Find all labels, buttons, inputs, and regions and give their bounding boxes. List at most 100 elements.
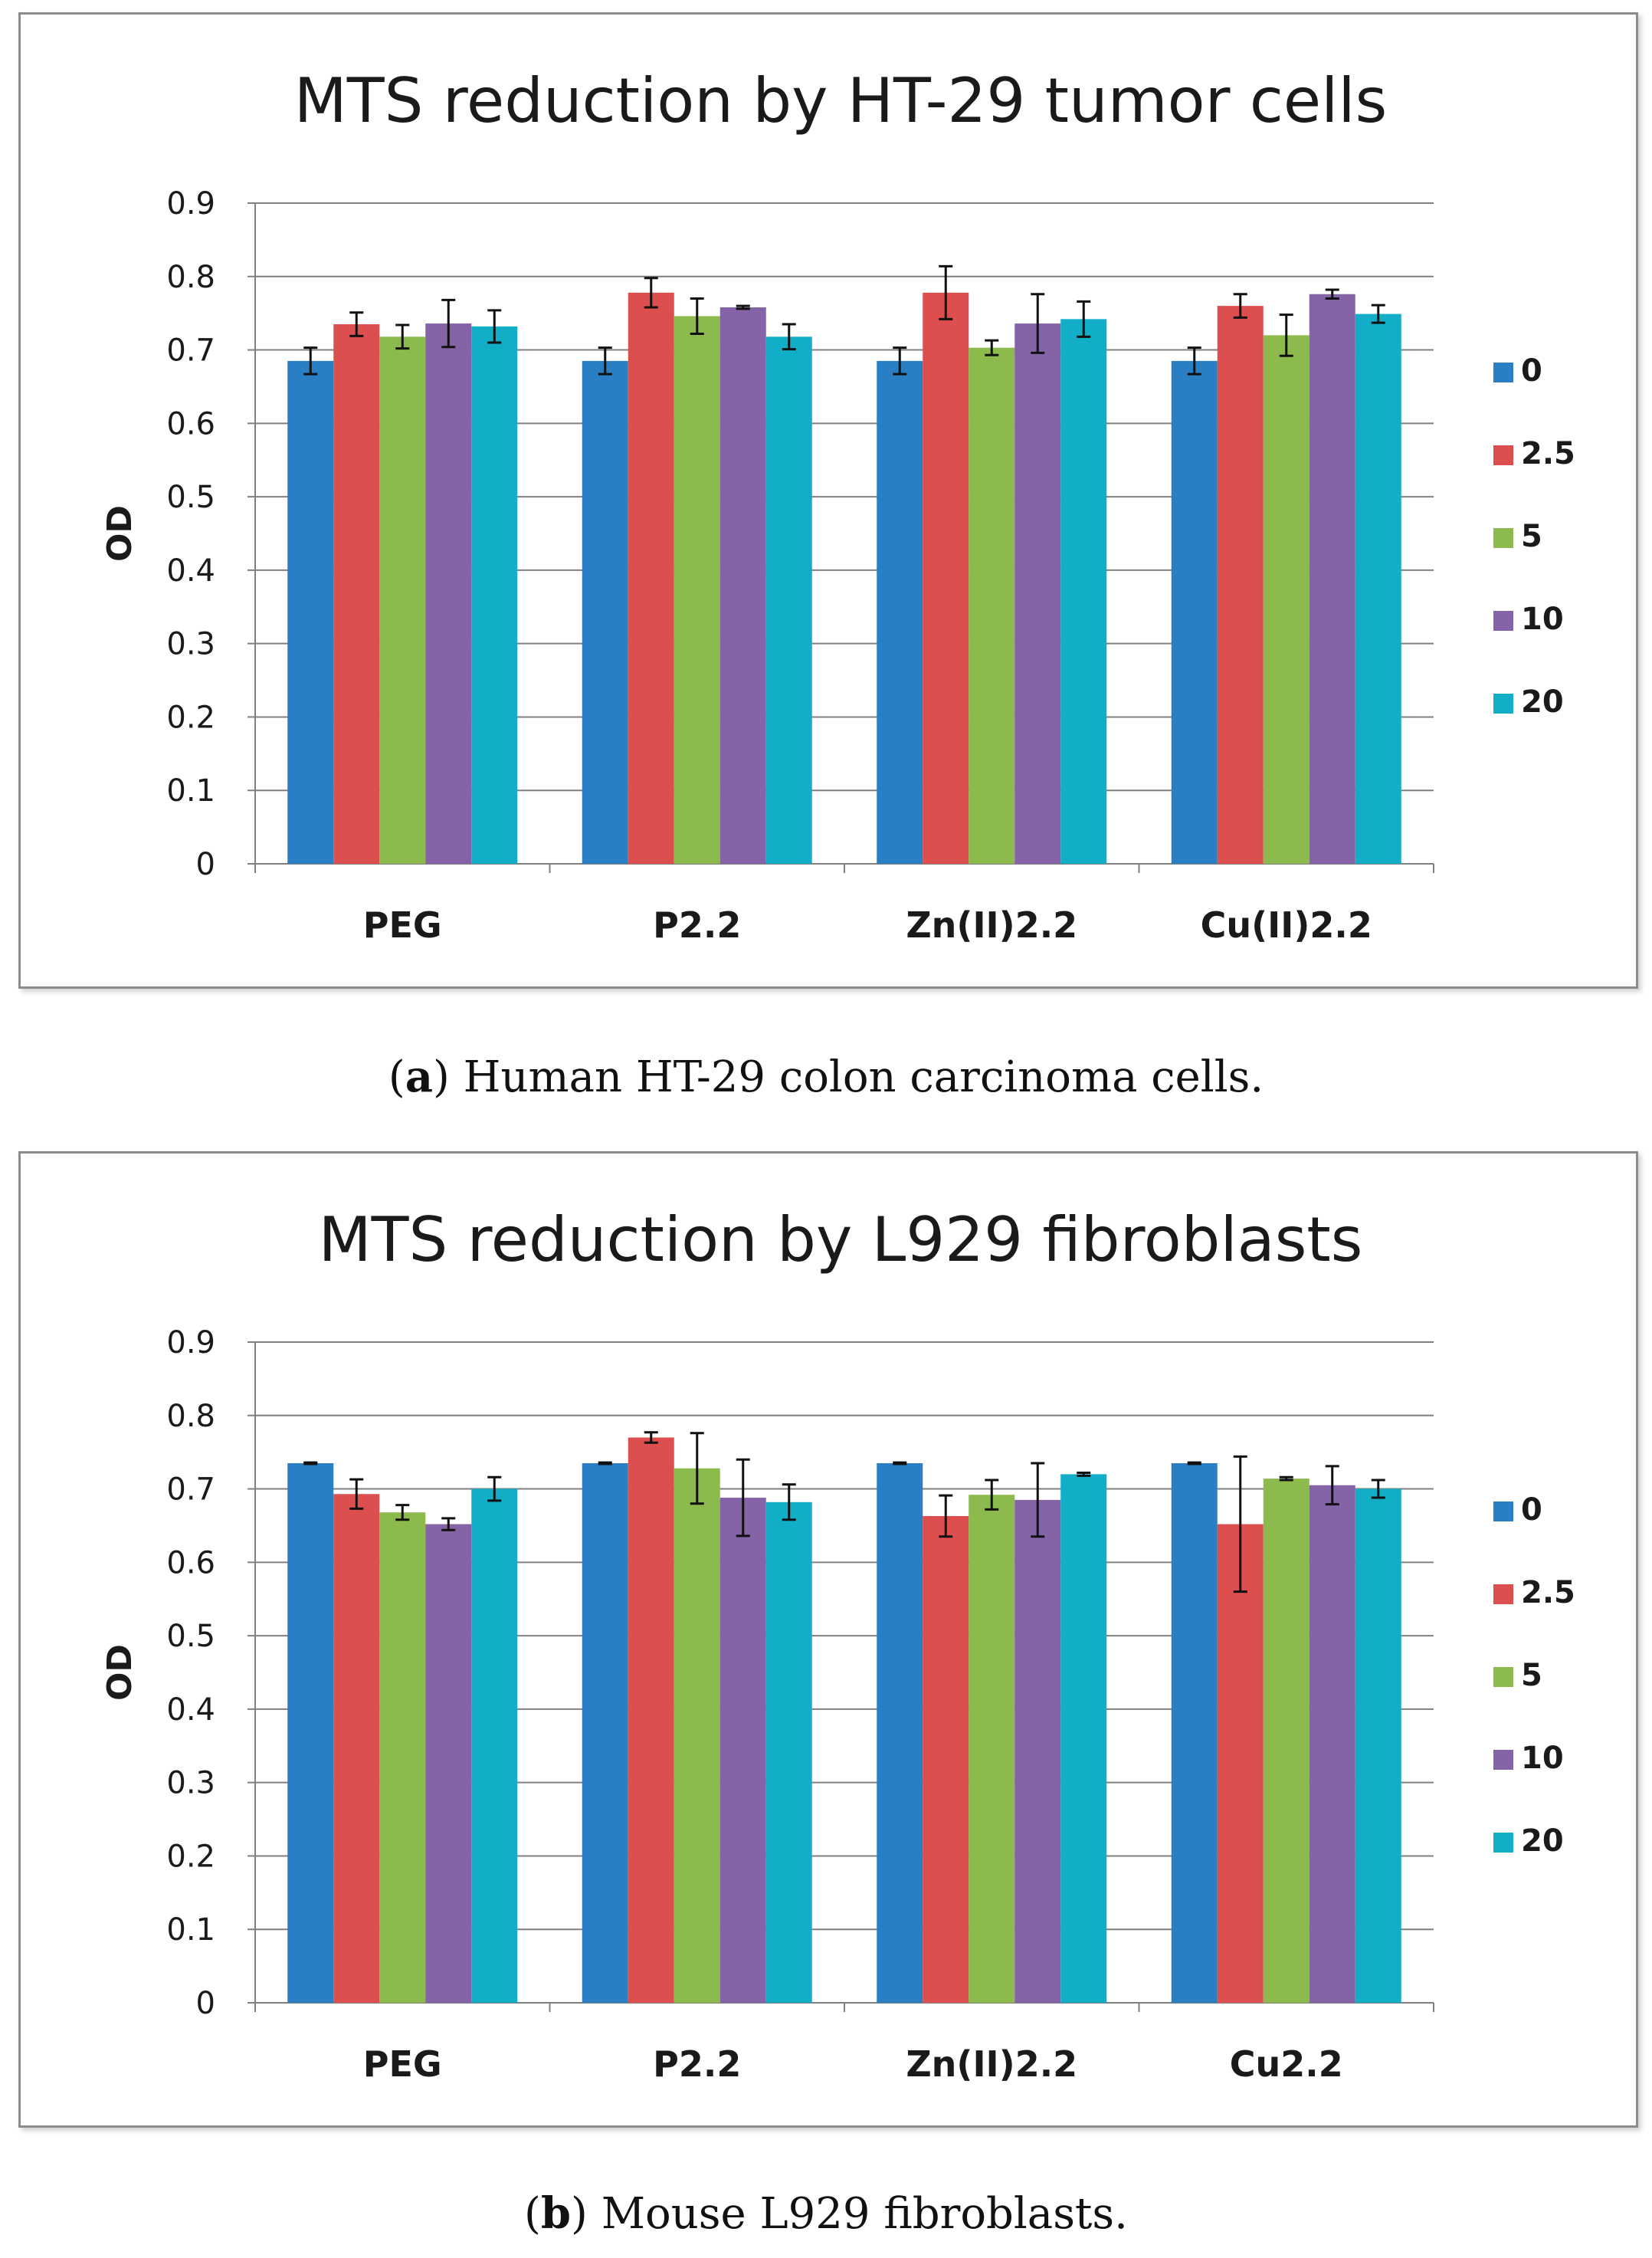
legend-label-5: 5: [1521, 1658, 1542, 1693]
bar-0-Cu(II)2.2: [1171, 360, 1218, 864]
x-category-label: PEG: [363, 904, 442, 946]
bar-20-P2.2: [765, 336, 812, 864]
bar-10-Zn(II)2.2: [1014, 323, 1061, 864]
legend-swatch-20: [1493, 1833, 1513, 1853]
y-tick-label: 0.8: [166, 1399, 215, 1434]
y-tick-label: 0.6: [166, 1545, 215, 1580]
bar-2.5-Zn(II)2.2: [923, 1515, 969, 2003]
caption-a-text: Human HT-29 colon carcinoma cells.: [463, 1052, 1264, 1102]
y-tick-label: 0.5: [166, 480, 215, 515]
chart-title: MTS reduction by L929 fibroblasts: [319, 1204, 1363, 1275]
bar-20-PEG: [471, 1488, 518, 2003]
x-category-label: Cu2.2: [1230, 2043, 1343, 2085]
legend-label-20: 20: [1521, 1823, 1564, 1859]
chart-panel-b: MTS reduction by L929 fibroblasts 0 0.1 0.2…: [18, 1151, 1638, 2128]
bar-20-P2.2: [765, 1502, 812, 2003]
x-category-label: P2.2: [653, 2043, 741, 2085]
bar-0-Zn(II)2.2: [877, 1463, 923, 2003]
legend-label-10: 10: [1521, 1741, 1564, 1776]
bar-10-P2.2: [719, 307, 766, 864]
y-axis-label: OD: [100, 1644, 139, 1701]
bar-20-PEG: [471, 326, 518, 864]
legend-swatch-0: [1493, 363, 1513, 382]
y-tick-label: 0.1: [166, 1912, 215, 1948]
y-tick-label: 0: [196, 847, 215, 882]
bar-10-Zn(II)2.2: [1014, 1499, 1061, 2003]
bar-2.5-P2.2: [628, 292, 674, 864]
bar-5-Zn(II)2.2: [969, 347, 1015, 864]
caption-b-letter: b: [540, 2188, 572, 2239]
legend-swatch-2.5: [1493, 1584, 1513, 1604]
x-category-label: Zn(II)2.2: [906, 904, 1077, 946]
legend-label-2.5: 2.5: [1521, 1575, 1575, 1610]
caption-b: (b) Mouse L929 fibroblasts.: [524, 2188, 1128, 2239]
caption-a-letter: a: [405, 1052, 433, 1102]
legend-swatch-2.5: [1493, 445, 1513, 465]
legend-label-20: 20: [1521, 684, 1564, 720]
y-tick-label: 0.9: [166, 186, 215, 222]
y-tick-label: 0.4: [166, 553, 215, 589]
y-tick-label: 0.3: [166, 627, 215, 662]
bar-5-P2.2: [674, 1468, 720, 2003]
bar-10-Cu(II)2.2: [1309, 294, 1355, 865]
y-tick-label: 0.5: [166, 1619, 215, 1654]
y-tick-label: 0.7: [166, 333, 215, 369]
y-tick-label: 0.6: [166, 406, 215, 441]
bar-5-PEG: [379, 336, 426, 864]
x-category-label: PEG: [363, 2043, 442, 2085]
bar-10-Cu2.2: [1309, 1485, 1355, 2003]
bar-0-P2.2: [582, 1463, 628, 2003]
y-axis-label: OD: [100, 505, 139, 562]
legend-label-0: 0: [1521, 353, 1542, 389]
caption-a: (a) Human HT-29 colon carcinoma cells.: [388, 1052, 1264, 1102]
y-tick-label: 0.7: [166, 1472, 215, 1508]
legend-label-2.5: 2.5: [1521, 436, 1575, 471]
bar-20-Cu2.2: [1355, 1488, 1401, 2003]
bar-2.5-P2.2: [628, 1437, 674, 2003]
bar-5-P2.2: [674, 316, 720, 864]
bar-2.5-Cu2.2: [1217, 1524, 1264, 2003]
bar-2.5-Zn(II)2.2: [923, 292, 969, 864]
legend-label-10: 10: [1521, 602, 1564, 637]
legend-swatch-10: [1493, 611, 1513, 631]
legend-label-5: 5: [1521, 519, 1542, 554]
bar-10-P2.2: [719, 1498, 766, 2003]
chart-b: MTS reduction by L929 fibroblasts 0 0.1 0.2…: [100, 1204, 1575, 2085]
bar-5-PEG: [379, 1512, 426, 2003]
y-tick-label: 0.9: [166, 1325, 215, 1360]
chart-a: MTS reduction by HT-29 tumor cells 0 0.1 0.…: [100, 65, 1575, 946]
bar-2.5-PEG: [333, 324, 380, 864]
bar-0-PEG: [287, 360, 334, 864]
y-tick-label: 0.4: [166, 1692, 215, 1728]
bar-0-Zn(II)2.2: [877, 360, 923, 864]
bar-0-Cu2.2: [1171, 1463, 1218, 2003]
y-tick-label: 0.8: [166, 260, 215, 295]
chart-panel-a: MTS reduction by HT-29 tumor cells 0 0.1 0.…: [18, 12, 1638, 989]
bar-2.5-PEG: [333, 1494, 380, 2003]
bar-5-Zn(II)2.2: [969, 1495, 1015, 2003]
legend-swatch-5: [1493, 528, 1513, 548]
bar-10-PEG: [425, 323, 472, 864]
y-tick-label: 0: [196, 1986, 215, 2021]
legend-swatch-20: [1493, 694, 1513, 714]
x-category-label: Zn(II)2.2: [906, 2043, 1077, 2085]
bar-5-Cu(II)2.2: [1263, 335, 1309, 864]
bar-10-PEG: [425, 1524, 472, 2003]
legend-swatch-5: [1493, 1667, 1513, 1687]
caption-b-text: Mouse L929 fibroblasts.: [601, 2189, 1128, 2239]
x-category-label: P2.2: [653, 904, 741, 946]
legend-swatch-10: [1493, 1750, 1513, 1770]
y-tick-label: 0.2: [166, 700, 215, 735]
bar-20-Cu(II)2.2: [1355, 313, 1401, 864]
y-tick-label: 0.3: [166, 1766, 215, 1801]
bar-0-P2.2: [582, 360, 628, 864]
x-category-label: Cu(II)2.2: [1201, 904, 1372, 946]
bar-0-PEG: [287, 1463, 334, 2003]
legend-label-0: 0: [1521, 1492, 1542, 1528]
bar-20-Zn(II)2.2: [1060, 1474, 1107, 2003]
chart-title: MTS reduction by HT-29 tumor cells: [294, 65, 1388, 136]
bar-5-Cu2.2: [1263, 1479, 1309, 2003]
legend-swatch-0: [1493, 1502, 1513, 1521]
bar-2.5-Cu(II)2.2: [1217, 306, 1264, 865]
y-tick-label: 0.1: [166, 773, 215, 809]
